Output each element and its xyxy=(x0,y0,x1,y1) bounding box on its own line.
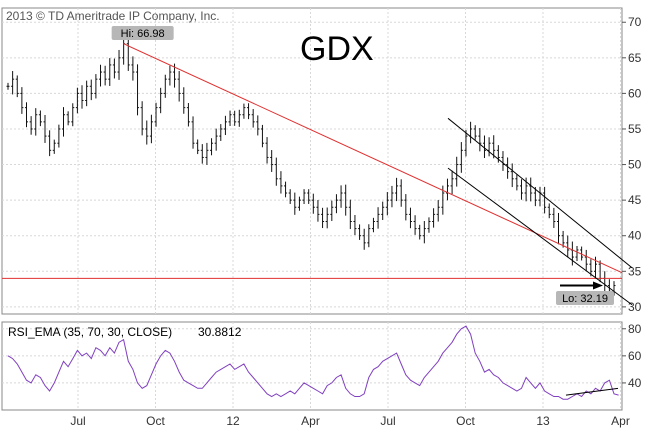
rsi-panel xyxy=(1,321,623,411)
channel-upper-line xyxy=(447,117,633,269)
price-panel xyxy=(1,7,623,315)
x-tick-label: Oct xyxy=(146,414,165,428)
arrow-head xyxy=(593,281,603,290)
rsi-y-tick-label: 40 xyxy=(628,376,642,390)
hi-callout-box xyxy=(111,26,174,40)
chart-title: GDX xyxy=(300,30,374,68)
x-tick-label: Jul xyxy=(70,414,85,428)
price-y-tick-label: 65 xyxy=(628,51,642,65)
rsi-last-value: 30.8812 xyxy=(198,325,242,339)
price-y-tick-label: 50 xyxy=(628,158,642,172)
lo-callout-label: Lo: 32.19 xyxy=(562,293,608,305)
price-y-tick-label: 60 xyxy=(628,86,642,100)
channel-lower-line xyxy=(447,167,633,306)
downtrend-line xyxy=(123,43,623,274)
price-y-tick-label: 40 xyxy=(628,229,642,243)
x-tick-label: Oct xyxy=(456,414,475,428)
price-y-tick-label: 30 xyxy=(628,300,642,314)
x-tick-label: 12 xyxy=(226,414,240,428)
rsi-title: RSI_EMA (35, 70, 30, CLOSE) xyxy=(8,325,172,339)
copyright-text: 2013 © TD Ameritrade IP Company, Inc. xyxy=(6,9,220,23)
x-tick-label: Apr xyxy=(611,414,630,428)
rsi-divergence-line xyxy=(565,387,619,396)
rsi-y-tick-label: 80 xyxy=(628,322,642,336)
price-y-tick-label: 70 xyxy=(628,15,642,29)
x-tick-label: Jul xyxy=(380,414,395,428)
price-y-tick-label: 45 xyxy=(628,193,642,207)
x-tick-label: 13 xyxy=(536,414,550,428)
price-y-tick-label: 55 xyxy=(628,122,642,136)
hi-callout-label: Hi: 66.98 xyxy=(121,28,165,40)
rsi-y-tick-label: 60 xyxy=(628,349,642,363)
lo-callout-box xyxy=(556,291,614,305)
x-tick-label: Apr xyxy=(301,414,320,428)
rsi-series-line xyxy=(7,325,619,400)
